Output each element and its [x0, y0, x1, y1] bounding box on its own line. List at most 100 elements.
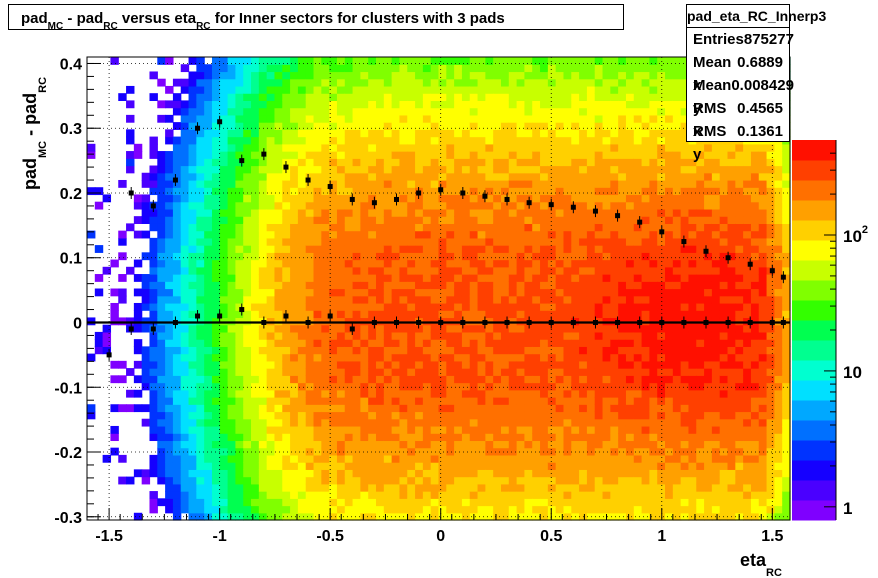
heatmap-cell	[258, 469, 268, 478]
heatmap-cell	[243, 389, 252, 398]
heatmap-cell	[563, 295, 572, 304]
heatmap-cell	[321, 122, 330, 130]
heatmap-cell	[383, 78, 393, 87]
heatmap-cell	[352, 476, 361, 485]
heatmap-cell	[266, 382, 276, 391]
heatmap-cell	[485, 252, 494, 261]
heatmap-cell	[454, 425, 463, 434]
heatmap-cell	[594, 143, 604, 152]
heatmap-cell	[87, 187, 96, 196]
heatmap-cell	[516, 245, 526, 253]
heatmap-cell	[579, 339, 588, 347]
heatmap-cell	[102, 454, 112, 463]
heatmap-cell	[266, 397, 276, 405]
heatmap-cell	[219, 360, 229, 369]
heatmap-cell	[352, 266, 361, 275]
heatmap-cell	[719, 498, 729, 507]
heatmap-cell	[258, 143, 268, 152]
heatmap-cell	[547, 324, 557, 333]
heatmap-cell	[180, 194, 190, 203]
heatmap-cell	[696, 505, 705, 514]
heatmap-cell	[438, 353, 447, 362]
heatmap-cell	[586, 93, 596, 102]
heatmap-cell	[305, 331, 315, 340]
heatmap-cell	[360, 245, 369, 253]
heatmap-cell	[547, 187, 557, 196]
heatmap-cell	[407, 252, 416, 261]
heatmap-cell	[360, 353, 369, 362]
heatmap-cell	[172, 158, 182, 167]
heatmap-cell	[204, 136, 213, 145]
heatmap-cell	[196, 71, 205, 80]
heatmap-cells	[87, 57, 791, 521]
heatmap-cell	[211, 498, 221, 507]
heatmap-cell	[133, 310, 143, 319]
heatmap-cell	[532, 375, 541, 384]
heatmap-cell	[313, 93, 322, 102]
heatmap-cell	[508, 93, 518, 102]
heatmap-cell	[188, 266, 197, 275]
heatmap-cell	[586, 107, 596, 116]
heatmap-cell	[360, 223, 369, 232]
heatmap-cell	[313, 245, 322, 253]
heatmap-cell	[485, 505, 494, 514]
heatmap-cell	[235, 331, 244, 340]
heatmap-cell	[368, 201, 377, 210]
heatmap-cell	[696, 237, 705, 246]
heatmap-cell	[649, 411, 658, 420]
heatmap-cell	[602, 483, 611, 492]
heatmap-cell	[563, 172, 572, 181]
heatmap-cell	[376, 158, 385, 167]
heatmap-cell	[602, 194, 611, 203]
heatmap-cell	[680, 469, 690, 478]
heatmap-cell	[188, 512, 197, 521]
heatmap-cell	[547, 266, 557, 275]
heatmap-cell	[305, 114, 315, 123]
heatmap-cell	[251, 281, 260, 290]
heatmap-cell	[376, 114, 385, 123]
heatmap-cell	[633, 136, 643, 145]
heatmap-cell	[586, 252, 596, 261]
heatmap-cell	[329, 252, 338, 261]
heatmap-cell	[274, 252, 283, 261]
heatmap-cell	[711, 389, 721, 398]
heatmap-cell	[719, 505, 729, 514]
heatmap-cell	[555, 425, 565, 434]
heatmap-cell	[290, 397, 299, 405]
heatmap-cell	[383, 208, 393, 217]
heatmap-cell	[743, 375, 752, 384]
heatmap-cell	[290, 440, 299, 449]
heatmap-cell	[571, 404, 580, 413]
heatmap-cell	[336, 223, 346, 232]
heatmap-cell	[368, 469, 377, 478]
heatmap-cell	[602, 245, 611, 253]
heatmap-cell	[532, 418, 541, 427]
heatmap-cell	[461, 143, 471, 152]
heatmap-cell	[211, 512, 221, 521]
heatmap-cell	[376, 288, 385, 297]
heatmap-cell	[563, 274, 572, 282]
heatmap-cell	[688, 151, 697, 159]
heatmap-cell	[329, 216, 338, 224]
heatmap-cell	[196, 418, 205, 427]
heatmap-cell	[258, 505, 268, 514]
heatmap-cell	[391, 324, 401, 333]
heatmap-cell	[438, 476, 447, 485]
heatmap-cell	[493, 165, 502, 174]
heatmap-cell	[704, 440, 713, 449]
heatmap-cell	[235, 230, 244, 239]
heatmap-cell	[360, 317, 369, 326]
heatmap-cell	[649, 397, 658, 405]
heatmap-cell	[133, 339, 143, 347]
heatmap-cell	[336, 78, 346, 87]
heatmap-cell	[383, 194, 393, 203]
heatmap-cell	[555, 360, 565, 369]
heatmap-cell	[422, 71, 432, 80]
heatmap-cell	[251, 397, 260, 405]
heatmap-cell	[571, 158, 580, 167]
heatmap-cell	[422, 129, 432, 138]
heatmap-cell	[383, 302, 393, 311]
heatmap-cell	[547, 491, 557, 499]
heatmap-cell	[188, 100, 197, 109]
heatmap-cell	[672, 317, 682, 326]
